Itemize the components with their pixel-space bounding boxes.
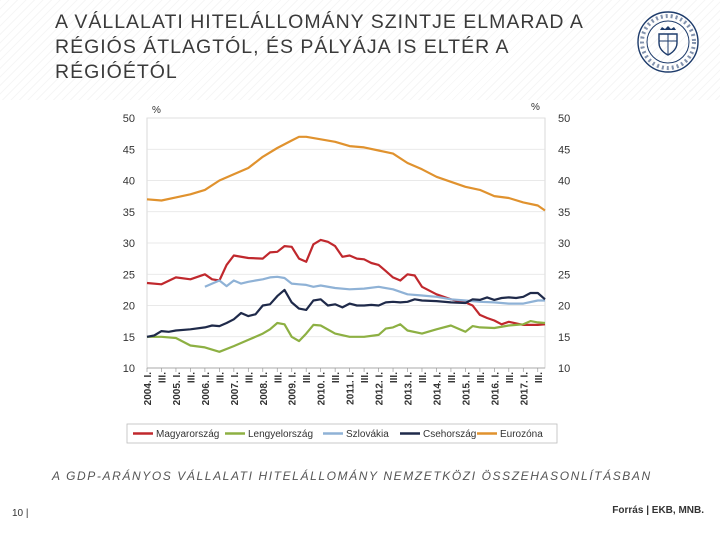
y-tick-label-left: 25 — [123, 269, 135, 281]
series-line-csehország — [146, 288, 546, 338]
x-tick-label: III. — [505, 372, 516, 383]
y-tick-label-left: 15 — [123, 332, 135, 344]
x-tick-label: III. — [476, 372, 487, 383]
legend-label: Eurozóna — [500, 429, 543, 440]
x-tick-label: III. — [360, 372, 371, 383]
x-tick-label: 2009. I. — [288, 372, 299, 406]
x-tick-label: 2006. I. — [201, 372, 212, 406]
x-tick-label: III. — [534, 372, 545, 383]
x-tick-label: 2016. I. — [490, 372, 501, 406]
y-tick-label-left: 40 — [123, 176, 135, 188]
y-tick-label-left: 45 — [123, 144, 135, 156]
y-tick-label-right: 40 — [558, 176, 570, 188]
y-tick-label-left: 50 — [123, 113, 135, 125]
x-tick-label: 2010. I. — [317, 372, 328, 406]
legend-label: Lengyelország — [248, 429, 313, 440]
x-tick-label: III. — [447, 372, 458, 383]
y-tick-label-left: 10 — [123, 363, 135, 375]
y-tick-label-right: 50 — [558, 113, 570, 125]
x-tick-label: 2008. I. — [259, 372, 270, 406]
chart-subtitle: A GDP-ARÁNYOS VÁLLALATI HITELÁLLOMÁNY NE… — [52, 469, 652, 483]
x-tick-label: 2013. I. — [404, 372, 415, 406]
series-line-lengyelország — [147, 320, 546, 353]
source-note: Forrás | EKB, MNB. — [612, 505, 704, 516]
series-line-eurozóna — [146, 135, 546, 212]
legend-label: Szlovákia — [346, 429, 389, 440]
y-tick-label-left: 30 — [123, 238, 135, 250]
y-tick-label-left: 20 — [123, 301, 135, 313]
series-line-magyarország — [146, 238, 546, 326]
header-hatch-background — [0, 0, 720, 100]
x-tick-label: 2005. I. — [172, 372, 183, 406]
x-tick-label: III. — [418, 372, 429, 383]
title-line-3: RÉGIÓÉTÓL — [55, 61, 178, 83]
page-number: 10 | — [12, 508, 29, 519]
y-tick-label-right: 35 — [558, 207, 570, 219]
x-tick-label: 2017. I. — [519, 372, 530, 406]
x-tick-label: 2007. I. — [230, 372, 241, 406]
left-unit-label: % — [152, 105, 161, 116]
series-line-szlovákia — [204, 275, 545, 305]
title-line-1: A VÁLLALATI HITELÁLLOMÁNY SZINTJE ELMARA… — [55, 11, 584, 33]
x-tick-label: 2014. I. — [432, 372, 443, 406]
y-tick-label-right: 15 — [558, 332, 570, 344]
x-tick-label: 2011. I. — [346, 372, 357, 405]
x-tick-label: III. — [331, 372, 342, 383]
legend-label: Csehország — [423, 429, 476, 440]
y-tick-label-right: 10 — [558, 363, 570, 375]
x-tick-label: III. — [389, 372, 400, 383]
x-tick-label: III. — [273, 372, 284, 383]
x-tick-label: 2012. I. — [375, 372, 386, 406]
title-line-2: RÉGIÓS ÁTLAGTÓL, ÉS PÁLYÁJA IS ELTÉR A — [55, 36, 510, 58]
y-tick-label-right: 30 — [558, 238, 570, 250]
x-tick-label: III. — [157, 372, 168, 383]
x-tick-label: III. — [186, 372, 197, 383]
x-tick-label: III. — [215, 372, 226, 383]
mnb-seal-icon — [637, 11, 699, 73]
x-tick-label: 2015. I. — [461, 372, 472, 406]
y-tick-label-right: 45 — [558, 144, 570, 156]
slide-title: A VÁLLALATI HITELÁLLOMÁNY SZINTJE ELMARA… — [55, 10, 615, 85]
legend-label: Magyarország — [156, 429, 219, 440]
x-tick-label: III. — [302, 372, 313, 383]
y-tick-label-left: 35 — [123, 207, 135, 219]
chart-legend: Magyarország Lengyelország Szlovákia Csehor… — [126, 423, 558, 444]
y-tick-label-right: 25 — [558, 269, 570, 281]
y-tick-label-right: 20 — [558, 301, 570, 313]
x-tick-label: 2004. I. — [143, 372, 154, 406]
right-unit-label: % — [531, 102, 540, 113]
x-tick-label: III. — [244, 372, 255, 383]
